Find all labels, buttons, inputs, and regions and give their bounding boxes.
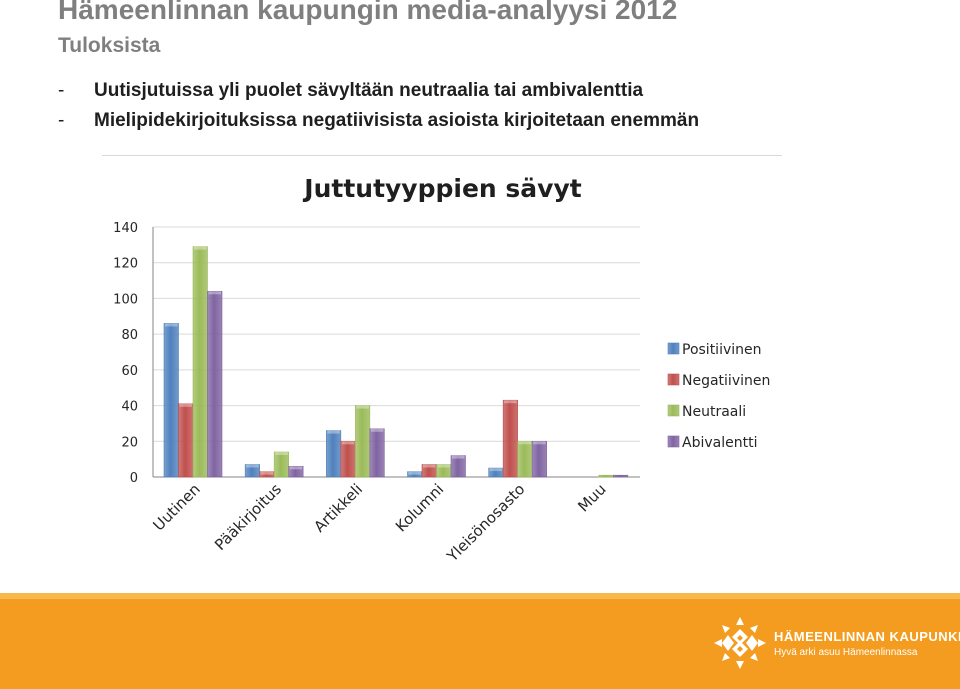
bullet-list: - Uutisjutuissa yli puolet sävyltään neu… bbox=[58, 76, 699, 136]
legend-swatch bbox=[667, 373, 680, 386]
bar-abivalentti-3 bbox=[450, 455, 466, 478]
legend-label: Positiivinen bbox=[682, 342, 762, 358]
bar-highlight bbox=[341, 441, 355, 445]
legend-label: Neutraali bbox=[682, 404, 746, 420]
bar-abivalentti-4 bbox=[531, 440, 547, 478]
y-tick-label: 60 bbox=[121, 364, 138, 379]
y-tick-label: 140 bbox=[113, 221, 138, 236]
legend-swatch bbox=[667, 342, 680, 355]
legend-swatch bbox=[667, 404, 680, 417]
bullet-text: Mielipidekirjoituksissa negatiivisista a… bbox=[94, 110, 700, 131]
bar-highlight bbox=[518, 441, 532, 445]
bar-highlight bbox=[194, 246, 207, 250]
x-tick-label: Artikkeli bbox=[310, 480, 366, 536]
y-tick-label: 100 bbox=[113, 292, 138, 307]
slide-subtitle: Tuloksista bbox=[58, 34, 161, 57]
bar-highlight bbox=[489, 468, 503, 472]
y-tick-label: 80 bbox=[121, 328, 138, 343]
city-logo: HÄMEENLINNAN KAUPUNKI Hyvä arki asuu Häm… bbox=[712, 615, 960, 675]
bar-abivalentti-5 bbox=[613, 474, 629, 478]
bar-highlight bbox=[275, 452, 288, 455]
y-tick-label: 20 bbox=[121, 435, 138, 450]
bullet-item: - Mielipidekirjoituksissa negatiivisista… bbox=[58, 106, 699, 136]
bar-highlight bbox=[408, 471, 421, 475]
bar-positiivinen-0 bbox=[163, 323, 179, 478]
slide-title: Hämeenlinnan kaupungin media-analyysi 20… bbox=[58, 0, 678, 25]
bar-neutraali-2 bbox=[355, 405, 371, 478]
chart-frame-line bbox=[102, 155, 782, 156]
city-crest-icon bbox=[714, 617, 766, 669]
x-tick-label: Pääkirjoitus bbox=[211, 480, 285, 554]
x-tick-label: Uutinen bbox=[150, 480, 204, 534]
legend-swatch bbox=[667, 435, 680, 448]
bar-highlight bbox=[179, 403, 192, 407]
bullet-item: - Uutisjutuissa yli puolet sävyltään neu… bbox=[58, 76, 699, 106]
logo-name: HÄMEENLINNAN KAUPUNKI bbox=[774, 629, 960, 644]
bar-highlight bbox=[260, 471, 274, 475]
bar-negatiivinen-4 bbox=[502, 399, 518, 478]
bar-negatiivinen-2 bbox=[340, 440, 356, 478]
bar-highlight bbox=[327, 430, 340, 434]
bar-highlight bbox=[423, 464, 436, 468]
bar-highlight bbox=[289, 466, 303, 470]
x-tick-label: Muu bbox=[574, 480, 609, 515]
bar-highlight bbox=[356, 405, 369, 409]
bar-highlight bbox=[504, 400, 517, 404]
bullet-text: Uutisjutuissa yli puolet sävyltään neutr… bbox=[94, 80, 644, 101]
bar-highlight bbox=[370, 428, 384, 432]
footer-band bbox=[0, 593, 960, 689]
bar-neutraali-0 bbox=[192, 246, 208, 478]
bar-highlight bbox=[208, 291, 221, 295]
logo-tagline: Hyvä arki asuu Hämeenlinnassa bbox=[774, 647, 918, 658]
legend-label: Negatiivinen bbox=[682, 373, 770, 389]
bullet-marker: - bbox=[58, 80, 65, 101]
bar-neutraali-4 bbox=[517, 440, 533, 478]
bar-positiivinen-1 bbox=[244, 464, 260, 478]
bar-highlight bbox=[437, 464, 450, 468]
bar-abivalentti-2 bbox=[369, 428, 385, 478]
y-tick-label: 0 bbox=[130, 471, 138, 486]
x-tick-label: Yleisönosasto bbox=[443, 480, 529, 566]
bar-highlight bbox=[533, 441, 546, 445]
bullet-marker: - bbox=[58, 110, 65, 131]
bar-highlight bbox=[452, 455, 465, 459]
bar-abivalentti-0 bbox=[207, 290, 223, 478]
legend-label: Abivalentti bbox=[682, 435, 757, 451]
bar-neutraali-1 bbox=[273, 451, 289, 478]
bar-highlight bbox=[246, 464, 259, 468]
chart-title: Juttutyyppien sävyt bbox=[302, 174, 582, 203]
y-tick-label: 40 bbox=[121, 400, 138, 415]
bar-positiivinen-2 bbox=[326, 430, 342, 478]
tone-bar-chart: Juttutyyppien sävyt 0 20 40 60 80 100 120 140 Uut… bbox=[113, 174, 770, 566]
y-tick-label: 120 bbox=[113, 257, 138, 272]
bar-abivalentti-1 bbox=[288, 465, 304, 478]
bar-highlight bbox=[165, 323, 178, 327]
x-tick-label: Kolumni bbox=[392, 480, 447, 535]
footer-band-highlight bbox=[0, 593, 960, 599]
bar-neutraali-5 bbox=[598, 474, 614, 478]
bar-negatiivinen-0 bbox=[178, 403, 194, 478]
